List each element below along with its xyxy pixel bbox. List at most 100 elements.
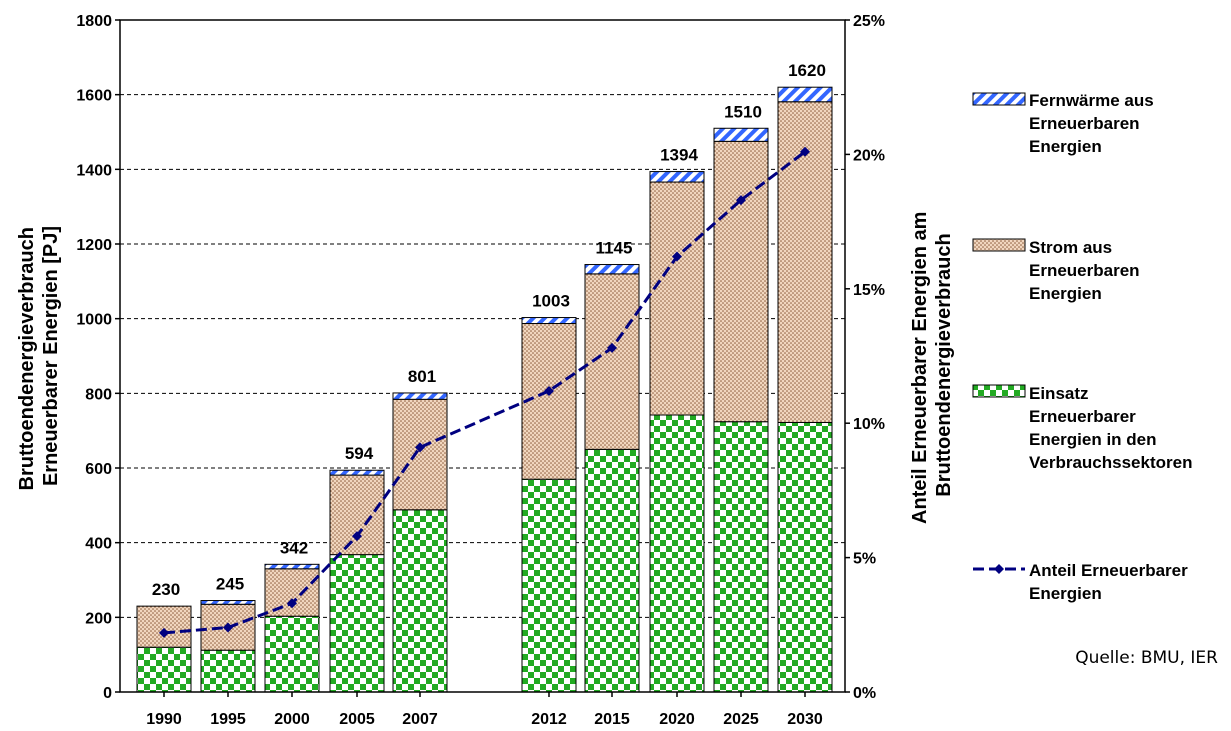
right-tick-label: 20% — [853, 147, 885, 164]
legend-label-electricity: Strom aus Erneuerbaren Energien — [1029, 238, 1144, 303]
left-tick-label: 400 — [85, 536, 112, 553]
left-axis-title-line: Bruttoendenergieverbrauch — [16, 227, 38, 490]
bar-einsatz-erneuerbarer-2025 — [713, 421, 769, 693]
legend: Fernwärme aus Erneuerbaren Energien Stro… — [972, 91, 1192, 603]
share-point-2012 — [544, 385, 554, 396]
x-tick-label: 1990 — [146, 711, 182, 728]
share-point-2015 — [607, 342, 617, 353]
share-point-2000 — [287, 598, 297, 609]
x-axis-ticks: 1990 1995 2000 2005 2007 2012 2015 2020 2025 2030 — [146, 692, 823, 728]
plot-frame — [119, 19, 846, 693]
bar-einsatz-erneuerbarer-2000 — [264, 615, 320, 693]
x-tick-label: 2030 — [787, 711, 823, 728]
bar-einsatz-erneuerbarer-2015 — [584, 448, 640, 693]
right-tick-label: 10% — [853, 416, 885, 433]
bar-fernw-rme-aus-2025 — [713, 127, 769, 142]
share-point-2005 — [352, 531, 362, 542]
bar-fernw-rme-aus-2012 — [521, 317, 577, 325]
legend-label-line: Erneuerbarer — [1029, 407, 1136, 426]
bar-einsatz-erneuerbarer-2012 — [521, 478, 577, 693]
left-axis-title-line: Erneuerbarer Energien [PJ] — [40, 226, 62, 486]
legend-label-line: Erneuerbaren — [1029, 261, 1140, 280]
bar-fernw-rme-aus-2007 — [392, 392, 448, 400]
legend-label-line: Energien in den — [1029, 430, 1157, 449]
total-label: 245 — [216, 575, 244, 594]
left-tick-label: 600 — [85, 461, 112, 478]
bars — [136, 86, 833, 693]
bar-strom-aus-2020 — [649, 181, 705, 416]
bar-strom-aus-2007 — [392, 398, 448, 511]
left-tick-label: 1200 — [76, 237, 112, 254]
x-tick-label: 2012 — [531, 711, 567, 728]
bar-fernw-rme-aus-2015 — [584, 264, 640, 275]
bar-einsatz-erneuerbarer-1990 — [136, 646, 192, 693]
total-label: 1394 — [660, 146, 698, 165]
share-line — [163, 150, 806, 635]
legend-label-line: Erneuerbaren — [1029, 114, 1140, 133]
legend-label-line: Energien — [1029, 137, 1102, 156]
share-point-2007 — [415, 442, 425, 453]
total-labels: 230 245 342 594 801 1003 1145 1394 1510 1620 — [152, 61, 826, 599]
x-tick-label: 2005 — [339, 711, 375, 728]
left-tick-label: 1000 — [76, 312, 112, 329]
total-label: 1510 — [724, 102, 762, 121]
share-point-2025 — [736, 195, 746, 206]
right-axis-title: Anteil Erneuerbarer Energien am Bruttoen… — [909, 206, 955, 524]
legend-label-sectors: Einsatz Erneuerbarer Energien in den Ver… — [1029, 384, 1192, 472]
legend-label-line: Einsatz — [1029, 384, 1089, 403]
total-label: 342 — [280, 538, 308, 557]
plot-area-border — [119, 19, 846, 693]
legend-label-district-heat: Fernwärme aus Erneuerbaren Energien — [1029, 91, 1158, 156]
x-tick-label: 2025 — [723, 711, 759, 728]
bar-einsatz-erneuerbarer-2020 — [649, 414, 705, 693]
bar-strom-aus-1990 — [136, 605, 192, 648]
legend-marker-share — [994, 564, 1004, 574]
legend-label-line: Fernwärme aus — [1029, 91, 1154, 110]
right-tick-label: 15% — [853, 282, 885, 299]
legend-swatch-sectors — [972, 384, 1026, 398]
right-tick-label: 0% — [853, 685, 876, 702]
left-axis-title: Bruttoendenergieverbrauch Erneuerbarer E… — [16, 222, 62, 491]
legend-label-share: Anteil Erneuerbarer Energien — [1029, 561, 1192, 603]
bar-fernw-rme-aus-2000 — [264, 563, 320, 570]
legend-swatch-district-heat — [972, 92, 1026, 106]
x-tick-label: 2015 — [594, 711, 630, 728]
legend-label-line: Energien — [1029, 584, 1102, 603]
bar-einsatz-erneuerbarer-2007 — [392, 509, 448, 693]
bar-strom-aus-2012 — [521, 323, 577, 480]
right-axis-title-line: Anteil Erneuerbarer Energien am — [909, 212, 931, 524]
bar-einsatz-erneuerbarer-2030 — [777, 421, 833, 693]
legend-item-share: Anteil Erneuerbarer Energien — [973, 561, 1192, 603]
bar-fernw-rme-aus-2020 — [649, 171, 705, 183]
total-label: 801 — [408, 367, 436, 386]
left-tick-label: 1400 — [76, 162, 112, 179]
total-label: 1145 — [596, 239, 633, 258]
legend-item-electricity: Strom aus Erneuerbaren Energien — [972, 238, 1144, 303]
share-point-1995 — [223, 622, 233, 633]
legend-label-line: Verbrauchssektoren — [1029, 453, 1192, 472]
bar-einsatz-erneuerbarer-2005 — [329, 554, 385, 693]
share-point-2030 — [800, 146, 810, 157]
bar-fernw-rme-aus-1995 — [200, 600, 256, 605]
share-line-series — [159, 146, 810, 638]
share-point-2020 — [672, 251, 682, 262]
source-note: Quelle: BMU, IER — [1075, 648, 1218, 668]
left-tick-label: 800 — [85, 386, 112, 403]
legend-label-line: Strom aus — [1029, 238, 1112, 257]
x-tick-label: 2007 — [402, 711, 438, 728]
total-label: 1003 — [532, 292, 570, 311]
total-label: 230 — [152, 580, 180, 599]
left-tick-label: 0 — [103, 685, 112, 702]
legend-item-district-heat: Fernwärme aus Erneuerbaren Energien — [972, 91, 1158, 156]
left-tick-label: 200 — [85, 610, 112, 627]
right-tick-label: 25% — [853, 13, 885, 30]
bar-strom-aus-2025 — [713, 140, 769, 423]
right-tick-label: 5% — [853, 551, 876, 568]
bar-fernw-rme-aus-2030 — [777, 86, 833, 103]
bar-einsatz-erneuerbarer-1995 — [200, 649, 256, 693]
x-tick-label: 2000 — [274, 711, 310, 728]
legend-swatch-electricity — [972, 238, 1026, 252]
x-tick-label: 1995 — [210, 711, 246, 728]
x-tick-label: 2020 — [659, 711, 695, 728]
